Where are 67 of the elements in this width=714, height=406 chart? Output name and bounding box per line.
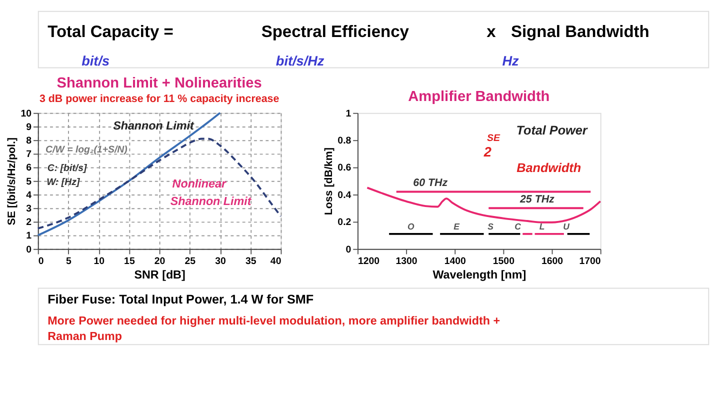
y-tick-label: 1 xyxy=(346,108,352,120)
y-tick-label: 6 xyxy=(26,162,32,174)
y-tick-label: 0.6 xyxy=(338,162,352,174)
text: Hz xyxy=(502,53,520,68)
x-tick-label: 25 xyxy=(184,256,196,267)
text: bit/s xyxy=(82,53,110,68)
text: Spectral Efficiency xyxy=(261,23,410,42)
y-tick-label: 0.8 xyxy=(338,136,352,146)
annotation: Shannon Limit xyxy=(170,195,252,208)
x-tick-label: 1300 xyxy=(396,256,418,267)
y-tick-label: 0 xyxy=(26,244,32,256)
x-axis-title: Wavelength [nm] xyxy=(432,268,526,282)
y-tick-label: 0 xyxy=(346,244,352,256)
x-tick-label: 15 xyxy=(124,256,136,267)
annotation: 60 THz xyxy=(413,176,448,189)
y-tick-label: 10 xyxy=(20,108,32,120)
x-tick-label: 20 xyxy=(154,256,166,267)
annotation: C xyxy=(514,221,522,232)
annotation: Nonlinear xyxy=(172,178,228,191)
x-tick-label: 5 xyxy=(66,256,72,267)
x-tick-label: 1600 xyxy=(541,256,564,267)
annotation: Shannon Limit xyxy=(113,119,196,132)
text: bit/s/Hz xyxy=(276,53,324,68)
annotation: O xyxy=(408,221,415,232)
x-tick-label: 40 xyxy=(270,256,282,267)
annotation: C: [bit/s] xyxy=(47,163,88,174)
chart-title: Amplifier Bandwidth xyxy=(408,89,550,106)
text: Signal Bandwidth xyxy=(510,23,650,42)
x-tick-label: 1400 xyxy=(444,256,466,267)
y-tick-label: 0.4 xyxy=(338,190,352,201)
x-axis-title: SNR [dB] xyxy=(134,268,186,282)
y-axis-title: SE [(bit/s/Hz/pol.] xyxy=(6,138,18,226)
x-tick-label: 0 xyxy=(38,256,44,267)
annotation: S xyxy=(488,221,494,232)
x-tick-label: 1700 xyxy=(579,256,601,267)
annotation: SE xyxy=(487,133,500,144)
y-tick-label: 3 xyxy=(26,204,32,214)
annotation: 25 THz xyxy=(518,193,556,206)
y-tick-label: 0.2 xyxy=(338,217,352,228)
text: Raman Pump xyxy=(48,330,122,344)
x-tick-label: 10 xyxy=(94,256,104,267)
x-tick-label: 30 xyxy=(215,256,226,267)
y-axis-title: Loss [dB/km] xyxy=(322,148,335,216)
annotation: W: [Hz] xyxy=(46,176,80,188)
chart-subtitle: 3 dB power increase for 11 % capacity increase xyxy=(39,93,280,106)
x-tick-label: 1200 xyxy=(358,256,380,267)
text: Total Capacity = xyxy=(48,23,174,42)
y-tick-label: 5 xyxy=(26,176,32,188)
annotation: 2 xyxy=(482,144,492,160)
y-tick-label: 2 xyxy=(26,217,32,228)
y-tick-label: 1 xyxy=(26,230,32,242)
annotation: E xyxy=(454,221,461,232)
annotation: L xyxy=(539,221,545,232)
text: x xyxy=(486,23,497,42)
x-tick-label: 1500 xyxy=(492,256,514,267)
y-tick-label: 9 xyxy=(26,122,32,133)
chart-title: Shannon Limit + Nolinearities xyxy=(56,76,262,92)
annotation: U xyxy=(563,221,570,232)
annotation: Bandwidth xyxy=(516,161,582,176)
text: Fiber Fuse: Total Input Power, 1.4 W for SMF xyxy=(48,292,314,306)
y-tick-label: 7 xyxy=(26,149,32,160)
y-tick-label: 8 xyxy=(26,136,32,146)
y-tick-label: 4 xyxy=(26,190,32,201)
x-tick-label: 35 xyxy=(245,256,257,267)
annotation: C/W = log₂(1+S/N) xyxy=(46,144,128,156)
text: More Power needed for higher multi-level modulation, more amplifier bandwidth + xyxy=(48,314,500,328)
annotation: Total Power xyxy=(516,123,588,138)
